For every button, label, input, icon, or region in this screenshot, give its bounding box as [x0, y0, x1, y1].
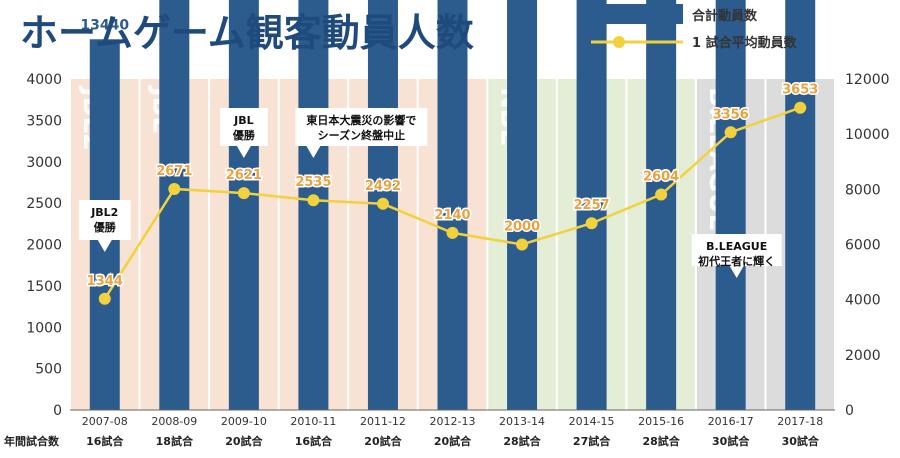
games-count-label: 30試合	[712, 434, 750, 448]
average-value-label: 3653	[782, 83, 818, 98]
bar	[646, 0, 677, 410]
legend-bar-label: 合計動員数	[692, 8, 758, 24]
average-point	[446, 226, 459, 239]
y-right-tick-label: 0	[845, 403, 854, 419]
games-count-label: 20試合	[225, 434, 263, 448]
average-point	[376, 197, 389, 210]
y-right-tick-label: 2000	[845, 348, 881, 364]
games-count-label: 27試合	[573, 434, 611, 448]
bar-series	[89, 0, 816, 410]
legend-bar-swatch	[591, 4, 683, 24]
bar	[576, 0, 607, 410]
legend-line-label: 1 試合平均動員数	[692, 35, 798, 51]
average-point	[237, 187, 250, 200]
average-point	[724, 126, 737, 139]
average-value-label: 2257	[573, 198, 609, 213]
annotation-text: 初代王者に輝く	[698, 254, 775, 268]
annotation-pointer	[729, 266, 744, 278]
x-tick-label: 2013-14	[499, 415, 545, 428]
y-left-tick-label: 500	[35, 362, 62, 378]
x-tick-label: 2007-08	[82, 415, 128, 428]
annotation-text: 東日本大震災の影響で	[306, 113, 416, 127]
games-count-label: 18試合	[156, 434, 194, 448]
axes: 0 500 1000 1500 2000 2500 3000 3500 4000 0 2000 400…	[26, 72, 889, 448]
y-left-tick-label: 0	[53, 403, 62, 419]
annotations: JBL2優勝JBL優勝東日本大震災の影響でシーズン終盤中止B.LEAGUE初代王…	[78, 108, 782, 278]
y-left-tick-label: 3000	[26, 155, 62, 171]
annotation-box	[78, 200, 131, 240]
chart-title: ホームゲーム観客動員人数	[20, 11, 474, 55]
average-value-label: 1344	[87, 274, 123, 289]
y-right-tick-label: 8000	[845, 182, 881, 198]
bar	[785, 0, 816, 410]
annotation-text: 優勝	[232, 128, 256, 142]
annotation-text: JBL	[233, 114, 254, 127]
annotation-text: B.LEAGUE	[706, 240, 767, 253]
games-count-label: 30試合	[782, 434, 820, 448]
bar	[507, 0, 538, 410]
games-count-label: 20試合	[364, 434, 402, 448]
y-left-tick-label: 1000	[26, 320, 62, 336]
average-point	[655, 188, 668, 201]
average-point	[516, 238, 529, 251]
data-labels: 1344050749576624563054824428005600060939…	[79, 16, 820, 291]
average-value-label: 2604	[643, 170, 679, 185]
annotation-pointer	[236, 146, 251, 158]
annotation-box	[295, 108, 428, 146]
average-value-label: 2621	[226, 168, 262, 183]
annotation-text: 優勝	[93, 220, 117, 234]
games-row-label: 年間試合数	[4, 434, 60, 448]
annotation-pointer	[306, 146, 321, 158]
line-series	[98, 101, 807, 305]
average-point	[307, 194, 320, 207]
x-tick-label: 2017-18	[777, 415, 823, 428]
games-count-label: 20試合	[434, 434, 472, 448]
annotation-pointer	[97, 240, 112, 252]
average-value-label: 2000	[504, 220, 540, 235]
average-value-label: 2671	[156, 164, 192, 179]
x-tick-label: 2010-11	[290, 415, 336, 428]
y-right-tick-label: 10000	[845, 127, 890, 143]
average-point	[585, 217, 598, 230]
y-left-tick-label: 4000	[26, 72, 62, 88]
games-count-label: 16試合	[86, 434, 124, 448]
bar	[437, 0, 468, 410]
average-point	[168, 182, 181, 195]
bar-value-label: 13440	[80, 17, 129, 33]
annotation-text: シーズン終盤中止	[318, 128, 405, 142]
y-left-tick-label: 3500	[26, 113, 62, 129]
annotation-box	[691, 234, 782, 266]
bar	[715, 0, 746, 410]
y-right-tick-label: 4000	[845, 293, 881, 309]
legend: 合計動員数 1 試合平均動員数	[591, 4, 798, 51]
y-right-tick-label: 6000	[845, 238, 881, 254]
x-tick-label: 2016-17	[708, 415, 754, 428]
x-tick-label: 2015-16	[638, 415, 684, 428]
x-tick-label: 2008-09	[151, 415, 197, 428]
average-point	[98, 292, 111, 305]
games-count-label: 28試合	[642, 434, 680, 448]
bar	[228, 0, 259, 410]
average-point	[794, 101, 807, 114]
average-value-label: 2535	[295, 175, 331, 190]
y-left-tick-label: 2000	[26, 238, 62, 254]
x-tick-label: 2011-12	[360, 415, 406, 428]
legend-line-marker	[613, 36, 625, 48]
x-tick-label: 2009-10	[221, 415, 267, 428]
x-tick-label: 2012-13	[430, 415, 476, 428]
y-right-tick-label: 12000	[845, 72, 890, 88]
x-tick-label: 2014-15	[569, 415, 615, 428]
games-count-label: 28試合	[503, 434, 541, 448]
average-value-label: 3356	[713, 107, 749, 122]
average-value-label: 2492	[365, 179, 401, 194]
y-left-tick-label: 2500	[26, 196, 62, 212]
games-count-label: 16試合	[295, 434, 333, 448]
annotation-box	[219, 108, 268, 146]
y-left-tick-label: 1500	[26, 279, 62, 295]
annotation-text: JBL2	[90, 206, 118, 219]
average-value-label: 2140	[434, 208, 470, 223]
